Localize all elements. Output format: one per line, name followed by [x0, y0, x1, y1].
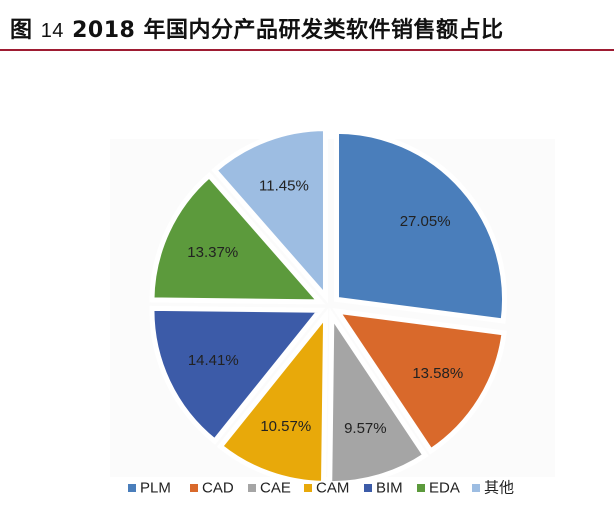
pie-chart: 27.05% 13.58% 9.57% 10.57% 14.41% 13.37% 11.45…	[110, 126, 555, 497]
pie-slice-0	[334, 128, 508, 324]
legend-swatch-4	[364, 484, 372, 492]
chart-legend: PLM CAD CAE CAM BIM EDA 其他	[128, 480, 514, 497]
pie-slice-1	[332, 308, 507, 455]
chart-area: 27.05% 13.58% 9.57% 10.57% 14.41% 13.37% 11.45…	[0, 51, 614, 501]
title-divider	[0, 49, 614, 51]
pie-slice-label-2: 9.57%	[344, 420, 387, 437]
legend-swatch-2	[248, 484, 256, 492]
pie-slice-6	[211, 126, 328, 304]
legend-swatch-5	[417, 484, 425, 492]
legend-label-2: CAE	[260, 480, 291, 497]
pie-slice-label-0: 27.05%	[400, 213, 451, 230]
pie-slice-label-1: 13.58%	[412, 365, 463, 382]
figure-label: 图	[10, 18, 33, 43]
pie-slice-labels: 27.05% 13.58% 9.57% 10.57% 14.41% 13.37% 11.45…	[187, 178, 463, 438]
figure-number: 14	[40, 20, 64, 42]
figure-header: 图 14 2018 年国内分产品研发类软件销售额占比	[0, 0, 614, 51]
pie-slices	[149, 126, 508, 487]
legend-label-6: 其他	[484, 480, 514, 497]
figure-title-text: 2018 年国内分产品研发类软件销售额占比	[72, 18, 504, 43]
pie-slice-label-3: 10.57%	[260, 418, 311, 435]
pie-slice-3	[216, 308, 329, 486]
pie-slice-label-5: 13.37%	[187, 244, 238, 261]
pie-slice-5	[149, 171, 326, 305]
pie-slice-label-6: 11.45%	[259, 178, 309, 195]
legend-label-1: CAD	[202, 480, 234, 497]
legend-swatch-0	[128, 484, 136, 492]
pie-slice-label-4: 14.41%	[188, 352, 239, 369]
legend-swatch-1	[190, 484, 198, 492]
pie-slice-2	[327, 307, 429, 487]
legend-label-5: EDA	[429, 480, 460, 497]
pie-slice-4	[149, 305, 326, 445]
legend-swatch-6	[472, 484, 480, 492]
legend-label-3: CAM	[316, 480, 349, 497]
legend-label-0: PLM	[140, 480, 171, 497]
legend-swatch-3	[304, 484, 312, 492]
legend-label-4: BIM	[376, 480, 403, 497]
figure-title: 图 14 2018 年国内分产品研发类软件销售额占比	[10, 12, 504, 44]
